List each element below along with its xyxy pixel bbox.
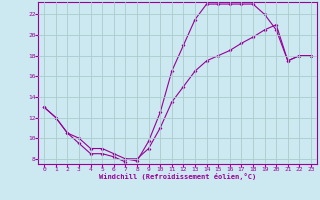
X-axis label: Windchill (Refroidissement éolien,°C): Windchill (Refroidissement éolien,°C) [99, 173, 256, 180]
